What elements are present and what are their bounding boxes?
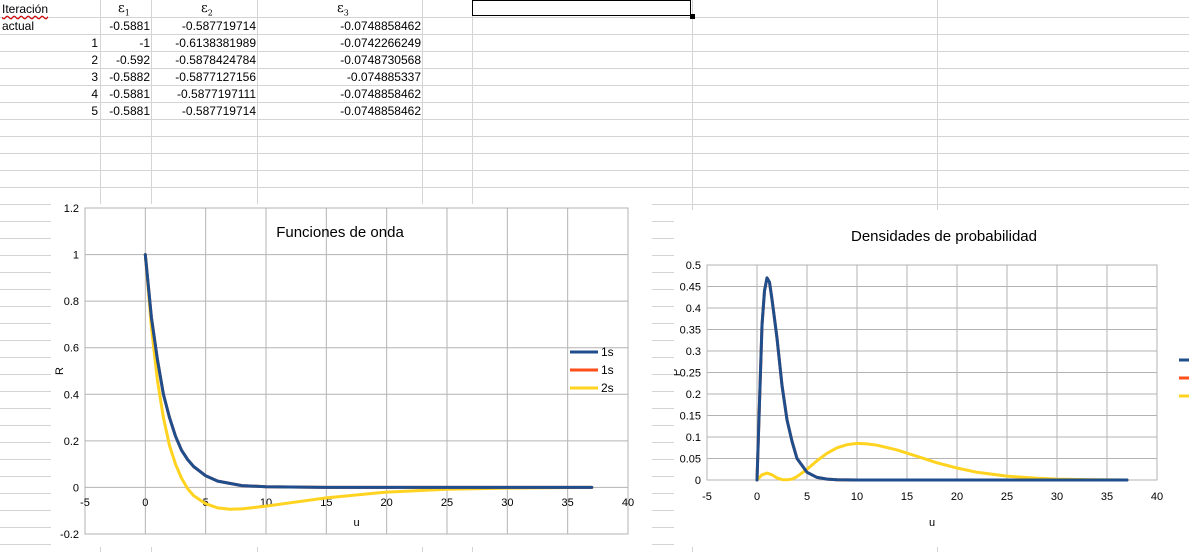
x-tick-label: 20	[951, 491, 963, 503]
col-header-e2[interactable]: ε2	[201, 0, 213, 22]
y-tick-label: 0.25	[680, 368, 701, 380]
y-tick-label: 1.2	[64, 204, 79, 215]
x-tick-label: 30	[501, 497, 513, 509]
e2-symbol: ε	[201, 1, 208, 16]
y-tick-label: 0.35	[680, 325, 701, 337]
y-tick-label: 0.4	[64, 389, 79, 401]
x-tick-label: 40	[622, 497, 634, 509]
iter-e2[interactable]: -0.6138381989	[175, 36, 256, 50]
x-tick-label: 30	[1051, 491, 1063, 503]
iter-e3[interactable]: -0.074885337	[346, 70, 421, 84]
iter-e1[interactable]: -0.5882	[109, 70, 150, 84]
iter-e1[interactable]: -0.5881	[109, 87, 150, 101]
y-tick-label: 0	[695, 475, 701, 487]
x-tick-label: 20	[381, 497, 393, 509]
iter-e3[interactable]: -0.0742266249	[340, 36, 421, 50]
header-iteracion[interactable]: Iteración	[2, 2, 49, 16]
x-tick-label: 35	[562, 497, 574, 509]
series-line-0	[143, 253, 594, 489]
x-tick-label: -5	[80, 497, 90, 509]
x-tick-label: 35	[1101, 491, 1113, 503]
initial-e3[interactable]: -0.0748858462	[340, 19, 421, 33]
iter-index[interactable]: 2	[91, 53, 98, 67]
selected-cell[interactable]	[472, 0, 691, 16]
iter-e1[interactable]: -1	[139, 36, 150, 50]
e1-subscript: 1	[124, 8, 130, 18]
chart-title: Funciones de onda	[276, 224, 404, 241]
x-tick-label: 15	[901, 491, 913, 503]
y-tick-label: 0.1	[686, 432, 701, 444]
x-axis-label: u	[353, 517, 359, 529]
e3-symbol: ε	[337, 1, 344, 16]
series-line-0	[755, 276, 1129, 482]
y-tick-label: 0	[73, 482, 79, 494]
wave-functions-plot: -5 0 5 10 15 20 25 30 35 40-0.200.20.40.60.811.2F…	[54, 203, 634, 541]
col-header-e3[interactable]: ε3	[337, 0, 349, 22]
y-tick-label: 0.05	[680, 454, 701, 466]
header-actual[interactable]: actual	[2, 19, 35, 33]
x-tick-label: 5	[804, 491, 810, 503]
x-tick-label: 25	[1001, 491, 1013, 503]
iter-e2[interactable]: -0.587719714	[181, 104, 256, 118]
iter-e1[interactable]: -0.5881	[109, 104, 150, 118]
e2-subscript: 2	[207, 8, 213, 18]
chart-title: Densidades de probabilidad	[851, 228, 1037, 245]
chart-wave-functions[interactable]: -5 0 5 10 15 20 25 30 35 40 -0.2 0 0.2 0.4 0.6 0.8 1 1.2 F…	[51, 203, 652, 547]
y-axis-label: P	[674, 369, 683, 376]
y-tick-label: 0.4	[686, 303, 701, 315]
y-axis-label: R	[54, 367, 66, 375]
iter-e1[interactable]: -0.592	[115, 53, 150, 67]
chart-probability-densities[interactable]: -5 0 5 10 15 20 25 30 35 40 0 0.05 0.1 0.15 0.2 0.25 0.3…	[671, 210, 1189, 547]
iter-e2[interactable]: -0.5877197111	[177, 87, 256, 101]
x-tick-label: 25	[441, 497, 453, 509]
x-tick-label: 0	[754, 491, 760, 503]
y-tick-label: 0.8	[64, 296, 79, 308]
y-tick-label: -0.2	[60, 529, 79, 541]
iter-index[interactable]: 1	[91, 36, 98, 50]
y-tick-label: 0.2	[64, 436, 79, 448]
legend-label: 1s	[601, 345, 614, 359]
iter-e3[interactable]: -0.0748858462	[340, 87, 421, 101]
iter-e3[interactable]: -0.0748730568	[340, 53, 421, 67]
iter-index[interactable]: 5	[91, 104, 98, 118]
x-tick-label: 15	[320, 497, 332, 509]
iter-e2[interactable]: -0.5878424784	[175, 53, 256, 67]
e3-subscript: 3	[343, 8, 349, 18]
iter-index[interactable]: 4	[91, 87, 98, 101]
y-tick-label: 0.45	[680, 282, 701, 294]
e1-symbol: ε	[118, 1, 125, 16]
series-line-2	[143, 253, 594, 511]
x-tick-label: -5	[702, 491, 712, 503]
plot-area	[84, 207, 629, 535]
x-tick-label: 0	[142, 497, 148, 509]
y-tick-label: 0.6	[64, 343, 79, 355]
initial-e1[interactable]: -0.5881	[109, 19, 150, 33]
series-line-2	[755, 441, 1129, 482]
y-tick-label: 0.3	[686, 346, 701, 358]
iter-index[interactable]: 3	[91, 70, 98, 84]
x-tick-label: 40	[1151, 491, 1163, 503]
y-tick-label: 0.15	[680, 411, 701, 423]
y-tick-label: 1	[73, 250, 79, 262]
y-tick-label: 0.2	[686, 389, 701, 401]
iter-e2[interactable]: -0.5877127156	[175, 70, 256, 84]
initial-e2[interactable]: -0.587719714	[181, 19, 256, 33]
y-tick-label: 0.5	[686, 260, 701, 272]
col-header-e1[interactable]: ε1	[118, 0, 130, 22]
fill-handle[interactable]	[690, 14, 695, 19]
legend-label: 2s	[601, 381, 614, 395]
probability-densities-plot: -5 0 5 10 15 20 25 30 35 4000.050.10.150.20.250.3…	[671, 228, 1189, 529]
x-tick-label: 10	[851, 491, 863, 503]
x-axis-label: u	[929, 517, 935, 529]
legend-label: 1s	[601, 363, 614, 377]
iter-e3[interactable]: -0.0748858462	[340, 104, 421, 118]
